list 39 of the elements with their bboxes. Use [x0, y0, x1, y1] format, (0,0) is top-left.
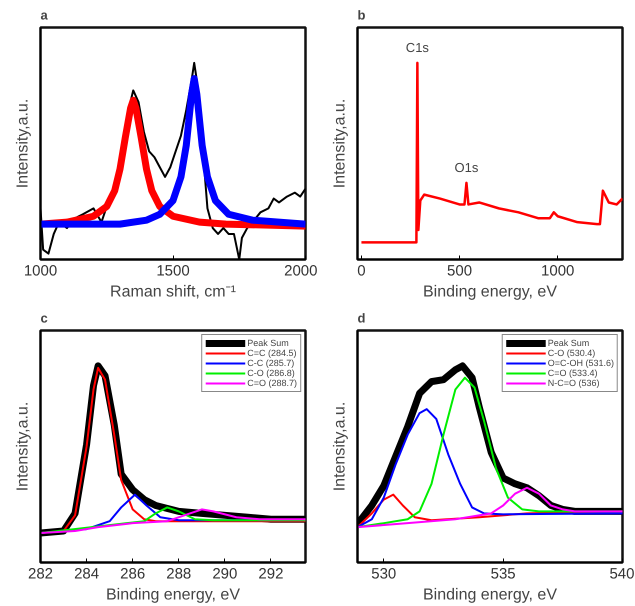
legend-label: O=C-OH (531.6)	[548, 358, 614, 368]
x-axis-title: Raman shift, cm⁻¹	[110, 284, 236, 300]
legend-label: C-O (286.8)	[247, 368, 295, 378]
y-axis-title: Intensity,a.u.	[14, 98, 32, 188]
x-tick-label: 292	[258, 566, 284, 582]
x-axis-title: Binding energy, eV	[422, 284, 558, 300]
legend-label: C=O (288.7)	[247, 378, 297, 388]
x-tick-label: 290	[212, 566, 238, 582]
chart-title: c	[40, 310, 48, 326]
legend-label: Peak Sum	[548, 338, 590, 348]
x-tick-label: 286	[120, 566, 146, 582]
annotation: C1s	[406, 40, 430, 55]
x-tick-label: 282	[28, 566, 54, 582]
legend-label: C=O (533.4)	[548, 368, 598, 378]
x-tick-label: 1500	[156, 262, 190, 280]
x-tick-label: 535	[490, 566, 516, 582]
x-tick-label: 500	[447, 262, 472, 280]
legend-label: N-C=O (536)	[548, 378, 600, 388]
y-axis-title: Intensity,a.u.	[14, 402, 32, 492]
x-tick-label: 288	[166, 566, 192, 582]
x-tick-label: 0	[357, 262, 366, 280]
x-axis-title: Binding energy, eV	[422, 586, 558, 604]
x-tick-label: 2000	[284, 262, 318, 280]
x-axis-title: Binding energy, eV	[106, 586, 240, 604]
y-axis-title: Intensity,a.u.	[332, 402, 348, 492]
y-axis-title: Intensity,a.u.	[332, 98, 348, 188]
x-tick-label: 284	[74, 566, 100, 582]
x-tick-label: 1000	[541, 262, 574, 280]
chart-title: a	[40, 8, 48, 22]
chart-title: b	[358, 8, 366, 22]
legend-label: Peak Sum	[247, 338, 289, 348]
annotation: O1s	[454, 160, 479, 175]
chart-title: d	[358, 310, 366, 326]
x-tick-label: 540	[609, 566, 635, 582]
legend-label: C-O (530.4)	[548, 348, 596, 358]
x-tick-label: 530	[371, 566, 396, 582]
legend-label: C=C (284.5)	[247, 348, 296, 358]
legend-label: C-C (285.7)	[247, 358, 294, 368]
x-tick-label: 1000	[24, 262, 58, 280]
